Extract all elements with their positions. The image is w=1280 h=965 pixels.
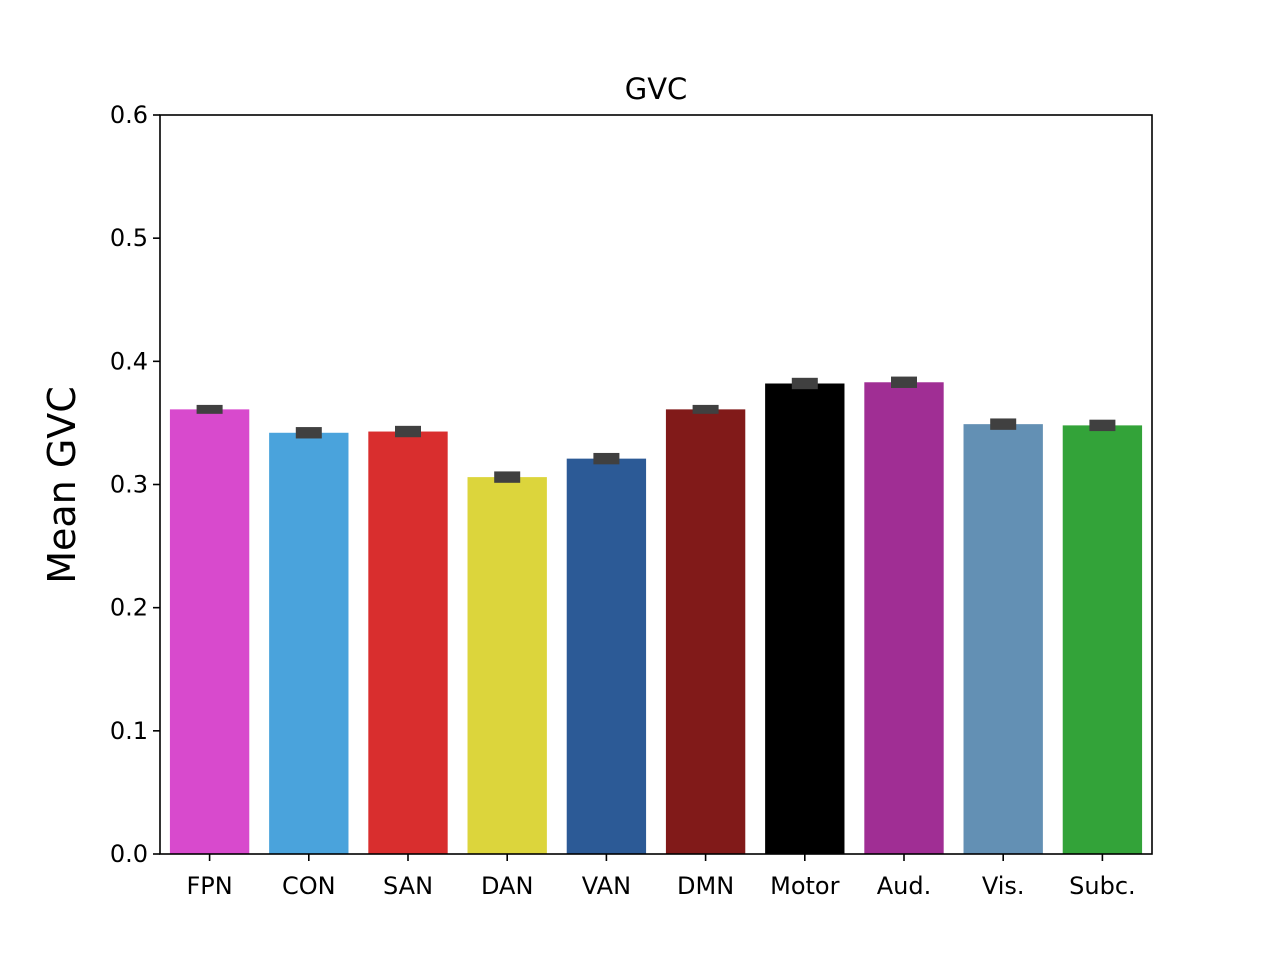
plot-frame [159,114,1153,855]
y-tick-label: 0.6 [110,101,148,129]
x-tick-label: DAN [481,872,533,900]
error-bar [791,377,818,390]
y-tick-label: 0.2 [110,594,148,622]
bar-dmn [665,409,746,854]
error-bar [295,427,322,439]
x-tick-label: FPN [186,872,232,900]
bar-dan [467,477,547,854]
bar-fpn [169,409,250,854]
error-bar [196,404,223,414]
chart-title: GVC [625,72,688,106]
x-tick-label: Motor [770,872,839,900]
x-tick-label: Aud. [877,872,932,900]
error-bar [692,404,719,414]
bar-subc [1062,425,1143,854]
y-tick-label: 0.5 [110,224,148,252]
x-axis: FPN CON SAN DAN VAN DMN Motor Aud. Vis. Subc. [186,854,1136,900]
bar-van [566,458,647,854]
y-tick-label: 0.0 [110,840,148,868]
bar-con [269,432,349,854]
y-tick-label: 0.3 [110,471,148,499]
y-tick-label: 0.4 [110,347,148,375]
y-axis: 0.0 0.1 0.2 0.3 0.4 0.5 0.6 [110,101,160,868]
bar-vis [963,424,1043,854]
bar-aud [864,382,944,854]
error-bar [990,418,1017,430]
x-tick-label: Subc. [1069,872,1136,900]
x-tick-label: Vis. [982,872,1025,900]
bars [169,376,1143,854]
error-bar [1089,419,1116,432]
y-tick-label: 0.1 [110,717,148,745]
y-axis-label: Mean GVC [40,386,84,584]
x-tick-label: VAN [582,872,631,900]
bar-motor [765,383,845,854]
x-tick-label: SAN [383,872,433,900]
error-bar [494,471,521,483]
error-bar [891,376,917,388]
x-tick-label: DMN [677,872,734,900]
x-tick-label: CON [282,872,336,900]
error-bar [593,452,620,465]
error-bar [395,425,421,438]
bar-san [368,431,448,854]
